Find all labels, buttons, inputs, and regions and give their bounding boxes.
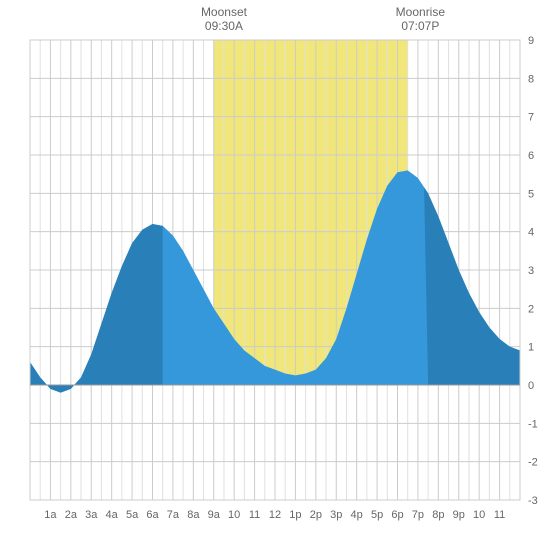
y-tick-label: 1 bbox=[528, 342, 534, 354]
x-tick-label: 6a bbox=[146, 509, 159, 521]
x-tick-label: 1a bbox=[44, 509, 57, 521]
x-tick-label: 1p bbox=[289, 509, 301, 521]
y-tick-label: 9 bbox=[528, 35, 534, 47]
x-tick-label: 10 bbox=[473, 509, 485, 521]
moonset-value: 09:30A bbox=[205, 19, 243, 33]
x-tick-label: 4p bbox=[351, 509, 363, 521]
x-tick-label: 12 bbox=[269, 509, 281, 521]
y-tick-label: -3 bbox=[528, 495, 538, 507]
y-tick-label: 6 bbox=[528, 150, 534, 162]
x-tick-label: 5a bbox=[126, 509, 139, 521]
y-tick-label: 7 bbox=[528, 112, 534, 124]
y-tick-label: 3 bbox=[528, 265, 534, 277]
x-tick-label: 6p bbox=[391, 509, 403, 521]
y-tick-label: 8 bbox=[528, 73, 534, 85]
x-tick-label: 11 bbox=[494, 509, 505, 521]
y-tick-label: -1 bbox=[528, 418, 538, 430]
x-tick-label: 7a bbox=[167, 509, 180, 521]
moonrise-label: Moonrise bbox=[396, 5, 446, 19]
y-tick-label: 0 bbox=[528, 380, 534, 392]
x-tick-label: 8a bbox=[187, 509, 200, 521]
chart-svg: -3-2-101234567891a2a3a4a5a6a7a8a9a101112… bbox=[0, 0, 550, 550]
x-tick-label: 9a bbox=[208, 509, 221, 521]
moonset-label: Moonset bbox=[201, 5, 248, 19]
x-tick-label: 5p bbox=[371, 509, 383, 521]
y-tick-label: -2 bbox=[528, 457, 538, 469]
x-tick-label: 8p bbox=[432, 509, 444, 521]
x-tick-label: 3a bbox=[85, 509, 98, 521]
y-tick-label: 2 bbox=[528, 303, 534, 315]
tide-chart: -3-2-101234567891a2a3a4a5a6a7a8a9a101112… bbox=[0, 0, 550, 550]
x-tick-label: 2p bbox=[310, 509, 322, 521]
x-tick-label: 2a bbox=[65, 509, 78, 521]
x-tick-label: 3p bbox=[330, 509, 342, 521]
y-tick-label: 4 bbox=[528, 227, 534, 239]
x-tick-label: 7p bbox=[412, 509, 424, 521]
x-tick-label: 10 bbox=[228, 509, 240, 521]
y-tick-label: 5 bbox=[528, 188, 534, 200]
x-tick-label: 4a bbox=[106, 509, 119, 521]
x-tick-label: 11 bbox=[249, 509, 260, 521]
x-tick-label: 9p bbox=[453, 509, 465, 521]
moonrise-value: 07:07P bbox=[401, 19, 439, 33]
